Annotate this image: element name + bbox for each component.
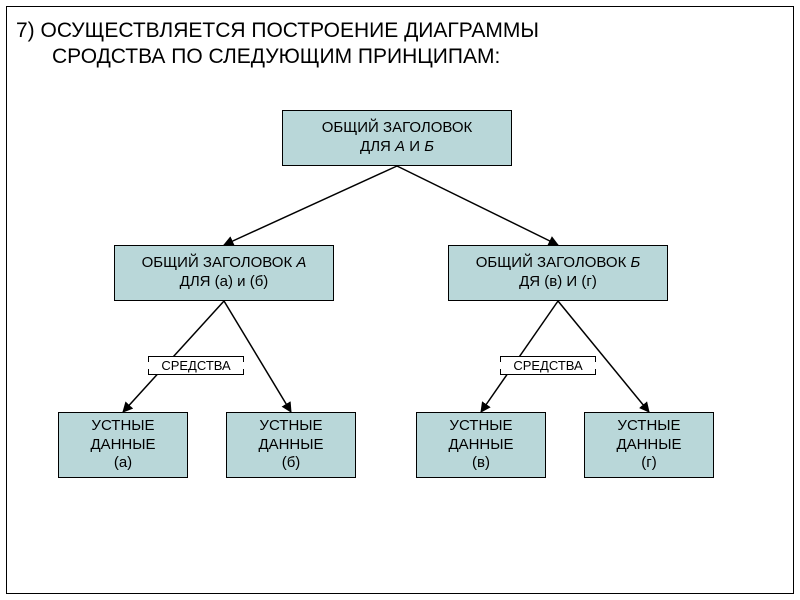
node-leaf_a: УСТНЫЕДАННЫЕ(а): [58, 412, 188, 478]
node-leaf_c: УСТНЫЕДАННЫЕ(в): [416, 412, 546, 478]
title-line1: 7) ОСУЩЕСТВЛЯЕТСЯ ПОСТРОЕНИЕ ДИАГРАММЫ: [16, 18, 539, 44]
node-leaf_c-line2: ДАННЫЕ: [448, 436, 513, 455]
title-line2: СРОДСТВА ПО СЛЕДУЮЩИМ ПРИНЦИПАМ:: [16, 44, 539, 70]
node-B: ОБЩИЙ ЗАГОЛОВОК БДЯ (в) И (г): [448, 245, 668, 301]
node-root-line1: ОБЩИЙ ЗАГОЛОВОК: [322, 119, 473, 138]
node-leaf_d-line2: ДАННЫЕ: [616, 436, 681, 455]
node-A-line1: ОБЩИЙ ЗАГОЛОВОК А: [142, 254, 307, 273]
node-B-line2: ДЯ (в) И (г): [476, 273, 641, 292]
means-label-0: СРЕДСТВА: [148, 356, 244, 375]
node-leaf_c-line1: УСТНЫЕ: [448, 417, 513, 436]
node-A: ОБЩИЙ ЗАГОЛОВОК АДЛЯ (а) и (б): [114, 245, 334, 301]
node-leaf_c-line3: (в): [448, 454, 513, 473]
node-leaf_d-line3: (г): [616, 454, 681, 473]
means-label-1: СРЕДСТВА: [500, 356, 596, 375]
node-B-line1: ОБЩИЙ ЗАГОЛОВОК Б: [476, 254, 641, 273]
node-leaf_b-line2: ДАННЫЕ: [258, 436, 323, 455]
node-leaf_a-line1: УСТНЫЕ: [90, 417, 155, 436]
node-A-line2: ДЛЯ (а) и (б): [142, 273, 307, 292]
node-leaf_b-line3: (б): [258, 454, 323, 473]
node-leaf_a-line2: ДАННЫЕ: [90, 436, 155, 455]
page-title: 7) ОСУЩЕСТВЛЯЕТСЯ ПОСТРОЕНИЕ ДИАГРАММЫ С…: [16, 18, 539, 71]
node-root-line2: ДЛЯ А И Б: [322, 138, 473, 157]
node-leaf_d: УСТНЫЕДАННЫЕ(г): [584, 412, 714, 478]
node-root: ОБЩИЙ ЗАГОЛОВОКДЛЯ А И Б: [282, 110, 512, 166]
node-leaf_d-line1: УСТНЫЕ: [616, 417, 681, 436]
node-leaf_b-line1: УСТНЫЕ: [258, 417, 323, 436]
node-leaf_a-line3: (а): [90, 454, 155, 473]
node-leaf_b: УСТНЫЕДАННЫЕ(б): [226, 412, 356, 478]
